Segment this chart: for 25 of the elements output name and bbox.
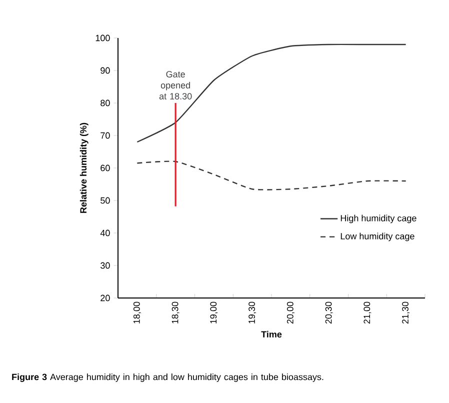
y-tick-label: 30 xyxy=(100,262,110,269)
x-tick-label: 18,00 xyxy=(133,302,141,324)
x-tick-label: 21,30 xyxy=(402,302,410,324)
line-series xyxy=(136,160,406,190)
line-series xyxy=(136,44,406,143)
y-tick-label: 50 xyxy=(100,197,110,204)
y-tick-label: 90 xyxy=(100,67,110,74)
text: Figure 3 Average humidity in high and low humidity cages in tube bioassays. xyxy=(12,374,324,382)
y-tick-label: 20 xyxy=(100,294,110,302)
y-tick-label: 60 xyxy=(100,164,110,172)
x-tick-label: 20,30 xyxy=(325,302,333,324)
y-tick-label: 70 xyxy=(100,132,110,139)
x-axis-title: Time xyxy=(261,330,282,338)
legend-label: Low humidity cage xyxy=(340,232,414,242)
y-tick-label: 100 xyxy=(96,34,110,42)
x-tick-label: 19,00 xyxy=(210,302,218,324)
x-tick-label: 20,00 xyxy=(286,302,294,324)
legend-label: High humidity cage xyxy=(340,214,416,224)
x-tick-label: 18,30 xyxy=(172,302,180,324)
y-tick-label: 40 xyxy=(100,230,110,236)
x-tick-label: 21,00 xyxy=(364,302,372,324)
x-tick-label: 19,30 xyxy=(248,302,256,324)
y-axis-title: Relative humidity (%) xyxy=(80,122,88,213)
annotation: Gate opened at 18.30 xyxy=(159,71,192,100)
y-tick-label: 80 xyxy=(100,100,110,106)
